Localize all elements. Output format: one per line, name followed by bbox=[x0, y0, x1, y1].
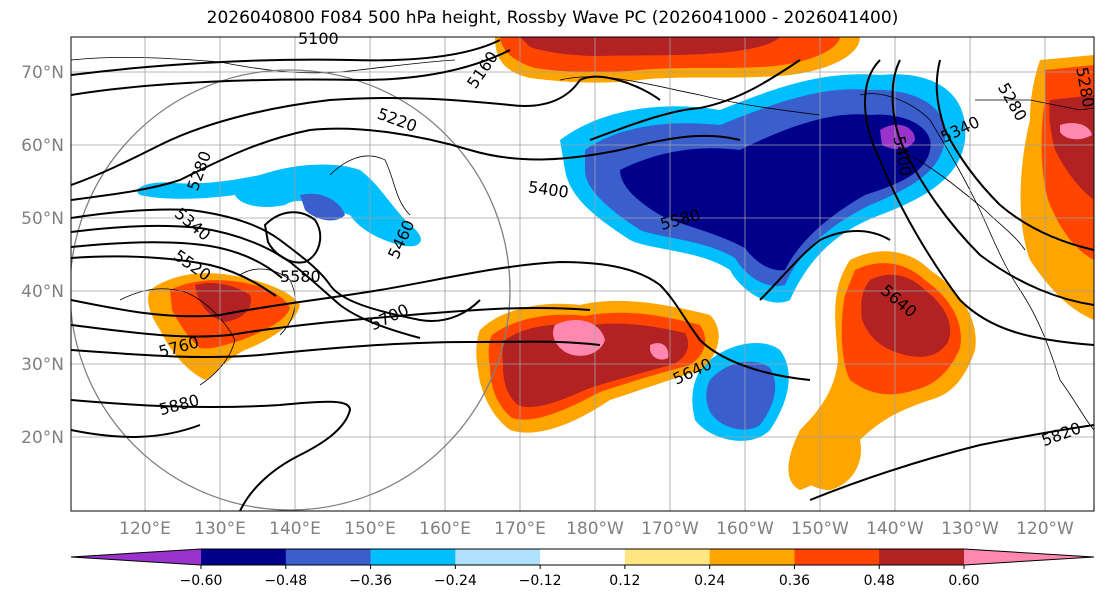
colorbar-swatch bbox=[540, 549, 626, 565]
colorbar-swatch bbox=[455, 549, 541, 565]
colorbar-tick-label: −0.36 bbox=[349, 573, 392, 589]
colorbar-tick-label: −0.12 bbox=[519, 573, 562, 589]
longitude-labels: 120°E 130°E 140°E 150°E 160°E 170°E 180°… bbox=[119, 519, 1074, 539]
colorbar-tick-label: 0.12 bbox=[609, 573, 640, 589]
colorbar-swatch bbox=[879, 549, 965, 565]
lon-label: 130°W bbox=[941, 519, 999, 539]
colorbar-tick-label: 0.36 bbox=[779, 573, 810, 589]
colorbar-tick-label: −0.60 bbox=[180, 573, 223, 589]
lat-label: 30°N bbox=[21, 355, 64, 375]
lon-label: 140°E bbox=[269, 519, 321, 539]
lon-label: 120°W bbox=[1016, 519, 1074, 539]
lon-label: 170°E bbox=[494, 519, 546, 539]
latitude-labels: 70°N 60°N 50°N 40°N 30°N 20°N bbox=[21, 63, 64, 448]
colorbar: −0.60 −0.48 −0.36 −0.24 −0.12 0.12 0.24 0.36 0.4… bbox=[70, 548, 1095, 589]
lon-label: 130°E bbox=[194, 519, 246, 539]
lon-label: 160°E bbox=[419, 519, 471, 539]
lon-label: 120°E bbox=[119, 519, 171, 539]
colorbar-extension-low bbox=[71, 549, 201, 565]
colorbar-swatch bbox=[370, 549, 456, 565]
colorbar-swatch bbox=[285, 549, 372, 565]
lat-label: 40°N bbox=[21, 282, 64, 302]
map-frame bbox=[70, 36, 1095, 512]
contour-label: 5100 bbox=[298, 29, 339, 48]
graticule bbox=[71, 37, 1094, 511]
lon-label: 170°W bbox=[641, 519, 699, 539]
lon-label: 140°W bbox=[866, 519, 924, 539]
pc-shading bbox=[137, 37, 1094, 490]
lat-label: 60°N bbox=[21, 136, 64, 156]
colorbar-tick-label: 0.48 bbox=[864, 573, 895, 589]
colorbar-swatch bbox=[201, 549, 287, 565]
colorbar-extension-high bbox=[964, 549, 1094, 565]
colorbar-swatch bbox=[624, 549, 711, 565]
lon-label: 180°W bbox=[566, 519, 624, 539]
colorbar-swatch bbox=[709, 549, 795, 565]
height-contours bbox=[71, 39, 1094, 511]
lat-label: 20°N bbox=[21, 428, 64, 448]
map-title: 2026040800 F084 500 hPa height, Rossby W… bbox=[206, 8, 899, 28]
colorbar-tick-label: 0.60 bbox=[948, 573, 979, 589]
contour-label: 5580 bbox=[280, 267, 321, 286]
colorbar-tick-label: 0.24 bbox=[694, 573, 725, 589]
colorbar-swatch bbox=[794, 549, 880, 565]
colorbar-tick-label: −0.24 bbox=[434, 573, 477, 589]
radius-circle bbox=[71, 69, 511, 511]
lat-label: 50°N bbox=[21, 209, 64, 229]
lon-label: 160°W bbox=[716, 519, 774, 539]
colorbar-tick-label: −0.48 bbox=[264, 573, 307, 589]
lon-label: 150°W bbox=[791, 519, 849, 539]
lat-label: 70°N bbox=[21, 63, 64, 83]
lon-label: 150°E bbox=[344, 519, 396, 539]
